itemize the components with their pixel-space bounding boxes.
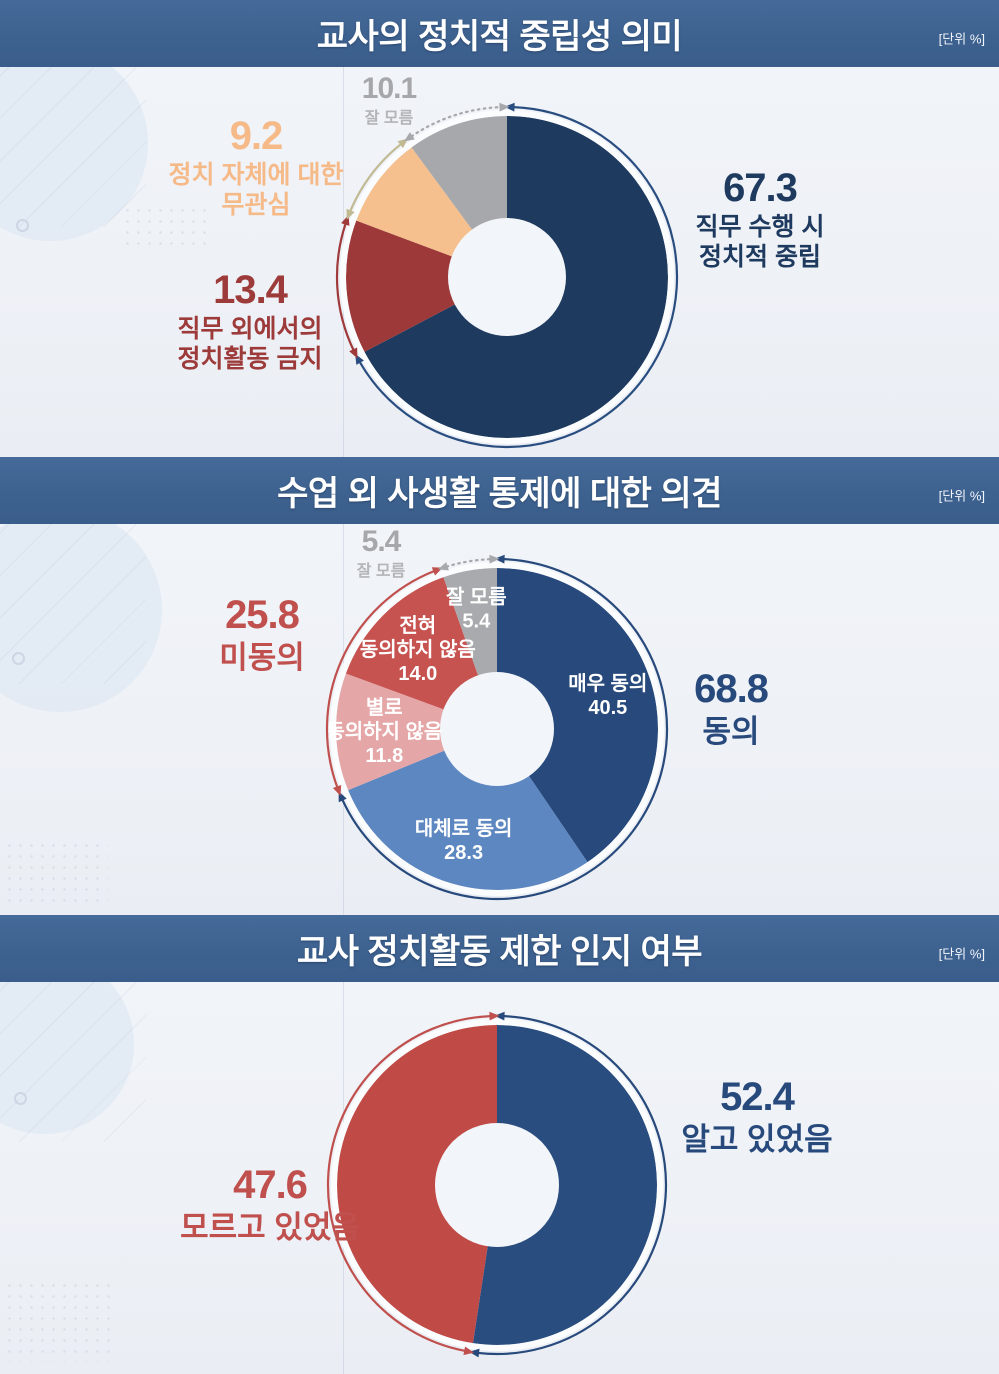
arc-arrow bbox=[410, 106, 502, 138]
donut-chart-awareness bbox=[326, 1011, 668, 1358]
decorative-ring bbox=[14, 1092, 27, 1105]
callout-value: 68.8 bbox=[694, 667, 769, 711]
callout-value: 5.4 bbox=[361, 525, 402, 558]
callout-label: 미동의 bbox=[219, 640, 305, 675]
callout-label: 잘 모름 bbox=[364, 109, 414, 127]
callout-value: 13.4 bbox=[213, 268, 288, 312]
arrow-head-icon bbox=[499, 102, 510, 112]
arc-arrow bbox=[349, 143, 402, 212]
donut-segment bbox=[472, 1025, 658, 1345]
arrow-head-icon bbox=[463, 1346, 475, 1356]
arc-arrow bbox=[335, 223, 355, 351]
section-header: 교사의 정치적 중립성 의미 [단위 %] bbox=[0, 0, 999, 67]
callout-value: 52.4 bbox=[720, 1075, 795, 1119]
callout-label: 직무 수행 시 bbox=[695, 213, 825, 241]
callout-label: 알고 있었음 bbox=[681, 1122, 833, 1157]
callout-label: 직무 외에서의 bbox=[177, 315, 323, 343]
section-header: 교사 정치활동 제한 인지 여부 [단위 %] bbox=[0, 915, 999, 982]
page-title: 수업 외 사생활 통제에 대한 의견 bbox=[277, 475, 722, 513]
page-title: 교사 정치활동 제한 인지 여부 bbox=[296, 933, 703, 971]
callout-disagree: 25.8 미동의 bbox=[219, 594, 305, 677]
callout-value: 67.3 bbox=[723, 166, 798, 210]
callout-agree: 68.8 동의 bbox=[694, 667, 769, 751]
callout-label: 모르고 있었음 bbox=[180, 1210, 360, 1245]
callout-dont-know: 10.1 잘 모름 bbox=[361, 72, 417, 128]
callout-label: 무관심 bbox=[221, 190, 291, 219]
callout-label: 정치적 중립 bbox=[699, 242, 821, 271]
segment-label: 대체로 동의 28.3 bbox=[415, 817, 513, 864]
donut-segment bbox=[346, 220, 507, 352]
arc-arrow bbox=[358, 106, 679, 449]
donut-segment bbox=[348, 729, 588, 891]
segment-label: 전혀 동의하지 않음 14.0 bbox=[360, 614, 476, 685]
callout-indifference: 9.2 정치 자체에 대한 무관심 bbox=[169, 115, 344, 220]
arrow-head-icon bbox=[338, 791, 347, 803]
donut-segment bbox=[497, 568, 659, 863]
section-header: 수업 외 사생활 통제에 대한 의견 [단위 %] bbox=[0, 457, 999, 524]
segment-label: 매우 동의 40.5 bbox=[568, 672, 647, 719]
callout-label: 정치활동 금지 bbox=[177, 344, 323, 373]
arrow-head-icon bbox=[494, 554, 505, 564]
donut-rim bbox=[330, 562, 664, 896]
donut-segment bbox=[337, 1025, 497, 1344]
decorative-dots bbox=[4, 1280, 116, 1362]
arrow-head-icon bbox=[469, 1348, 480, 1358]
callout-neutrality-on-duty: 67.3 직무 수행 시 정치적 중립 bbox=[696, 167, 825, 272]
section-awareness: 교사 정치활동 제한 인지 여부 [단위 %] 52.4 알고 있었음 47.6… bbox=[0, 915, 999, 1374]
decorative-dots bbox=[122, 205, 208, 247]
callout-value: 47.6 bbox=[233, 1163, 308, 1207]
arrow-head-icon bbox=[494, 1011, 505, 1021]
donut-rim bbox=[331, 1019, 663, 1351]
arrow-head-icon bbox=[489, 1011, 500, 1021]
arc-arrow bbox=[477, 1015, 668, 1356]
callout-label: 동의 bbox=[702, 714, 760, 749]
donut-chart-opinion: 매우 동의 40.5 대체로 동의 28.3 별로 동의하지 않음 11.8 전혀 동의하지 않… bbox=[325, 554, 669, 901]
donut-chart-political-neutrality bbox=[335, 102, 679, 449]
chart-area: 매우 동의 40.5 대체로 동의 28.3 별로 동의하지 않음 11.8 전혀 동의하지 않… bbox=[0, 524, 999, 915]
arc-arrow bbox=[325, 569, 435, 788]
page-title: 교사의 정치적 중립성 의미 bbox=[316, 18, 683, 56]
arrow-head-icon bbox=[349, 347, 358, 359]
decorative-ring bbox=[16, 219, 29, 232]
section-political-neutrality: 교사의 정치적 중립성 의미 [단위 %] 10.1 잘 모름 9.2 정치 자… bbox=[0, 0, 999, 457]
decorative-lines bbox=[0, 67, 146, 227]
donut-hole bbox=[440, 672, 554, 786]
callout-value: 25.8 bbox=[225, 593, 300, 637]
donut-segment bbox=[335, 673, 497, 791]
arrow-head-icon bbox=[346, 208, 355, 220]
callout-ban-outside-duty: 13.4 직무 외에서의 정치활동 금지 bbox=[178, 269, 323, 374]
donut-hole bbox=[435, 1123, 559, 1247]
unit-label: [단위 %] bbox=[938, 946, 985, 962]
arc-arrow bbox=[326, 1015, 491, 1353]
callout-label: 잘 모름 bbox=[356, 562, 406, 580]
callout-unaware: 47.6 모르고 있었음 bbox=[180, 1164, 360, 1247]
callout-aware: 52.4 알고 있었음 bbox=[681, 1076, 832, 1159]
callout-value: 10.1 bbox=[361, 72, 417, 105]
arrow-head-icon bbox=[332, 785, 342, 796]
segment-label: 별로 동의하지 않음 11.8 bbox=[326, 696, 442, 767]
arc-arrow bbox=[341, 558, 669, 901]
arrow-head-icon bbox=[404, 132, 415, 142]
arrow-head-icon bbox=[504, 102, 515, 112]
segment-label: 잘 모름 5.4 bbox=[446, 585, 507, 632]
section-private-life-control: 수업 외 사생활 통제에 대한 의견 [단위 %] 매우 동의 40.5 대체로 동… bbox=[0, 457, 999, 915]
unit-label: [단위 %] bbox=[938, 31, 985, 47]
callout-value: 9.2 bbox=[229, 114, 284, 158]
donut-hole bbox=[448, 218, 566, 336]
unit-label: [단위 %] bbox=[938, 488, 985, 504]
decorative-lines bbox=[0, 982, 146, 1142]
chart-area: 10.1 잘 모름 9.2 정치 자체에 대한 무관심 13.4 직무 외에서의… bbox=[0, 67, 999, 457]
callout-dont-know: 5.4 잘 모름 bbox=[357, 526, 406, 581]
donut-rim bbox=[340, 110, 674, 444]
chart-area: 52.4 알고 있었음 47.6 모르고 있었음 bbox=[0, 982, 999, 1374]
callout-label: 정치 자체에 대한 bbox=[168, 161, 344, 189]
arc-arrow bbox=[445, 558, 492, 568]
arrow-head-icon bbox=[438, 562, 449, 571]
decorative-ring bbox=[12, 652, 25, 665]
decorative-dots bbox=[4, 840, 108, 902]
arrow-head-icon bbox=[489, 554, 500, 564]
